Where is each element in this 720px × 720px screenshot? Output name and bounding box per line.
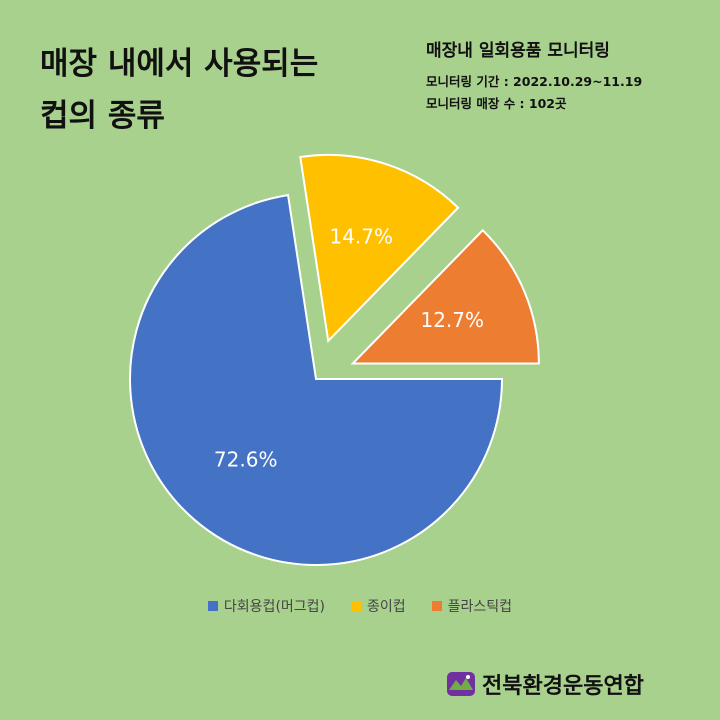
legend-swatch-paper (351, 601, 362, 611)
chart-title-line2: 컵의 종류 (40, 98, 165, 134)
monitoring-period: 모니터링 기간 : 2022.10.29~11.19 (426, 74, 643, 89)
monitoring-stores: 모니터링 매장 수 : 102곳 (426, 96, 567, 111)
legend-label-plastic: 플라스틱컵 (447, 599, 513, 615)
legend-label-paper: 종이컵 (367, 599, 406, 615)
chart-title: 매장 내에서 사용되는 컵의 종류 (40, 38, 318, 142)
chart-legend: 다회용컵(머그컵) 종이컵 플라스틱컵 (0, 596, 720, 616)
legend-swatch-plastic (431, 601, 442, 611)
monitoring-heading: 매장내 일회용품 모니터링 (426, 41, 610, 61)
org-name: 전북환경운동연합 (482, 674, 644, 699)
legend-label-mug: 다회용컵(머그컵) (223, 599, 326, 615)
slice-plastic (350, 228, 540, 365)
legend-item-paper: 종이컵 (351, 596, 406, 616)
monitoring-info: 매장내 일회용품 모니터링 모니터링 기간 : 2022.10.29~11.19… (426, 36, 642, 115)
org-logo-icon (447, 672, 475, 696)
slice-mug-label: 72.6% (214, 447, 278, 471)
legend-item-mug: 다회용컵(머그컵) (207, 596, 326, 616)
slice-paper (299, 153, 460, 344)
legend-swatch-mug (207, 601, 218, 611)
slice-paper-label: 14.7% (329, 225, 393, 249)
slice-plastic-label: 12.7% (420, 308, 484, 332)
chart-title-line1: 매장 내에서 사용되는 (40, 46, 319, 82)
slice-mug (129, 193, 504, 566)
org-logo: 전북환경운동연합 (446, 668, 644, 700)
legend-item-plastic: 플라스틱컵 (431, 596, 513, 616)
